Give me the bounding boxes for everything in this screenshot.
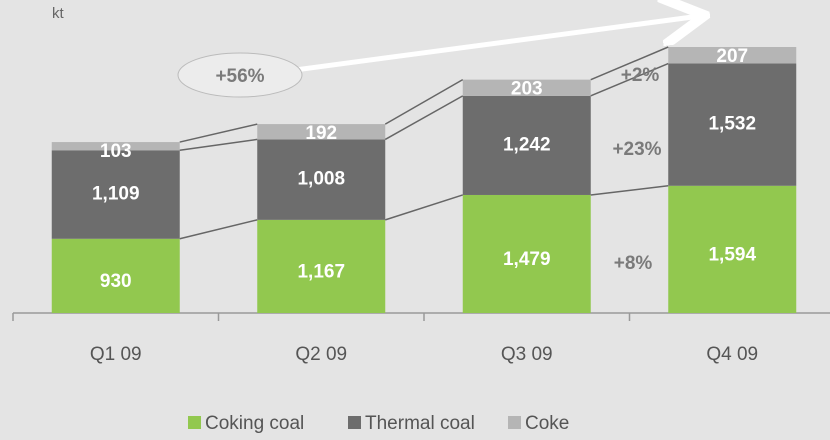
bar-segment: [257, 139, 386, 220]
value-label: 1,242: [503, 134, 551, 155]
value-label: 1,008: [297, 169, 345, 190]
connector-line: [179, 138, 258, 152]
bar-segment: [668, 185, 797, 313]
value-label: 930: [100, 271, 132, 292]
value-label: 207: [716, 46, 748, 67]
bar-segment: [257, 124, 386, 140]
value-label: 203: [511, 79, 543, 100]
annotation: +8%: [614, 253, 653, 274]
bar-segment: [668, 63, 797, 186]
connector-line: [384, 78, 464, 125]
connector-line: [590, 185, 669, 196]
legend-swatch: [188, 416, 201, 429]
connector-line: [590, 62, 669, 97]
bar-segment: [51, 238, 180, 313]
value-label: 192: [305, 123, 337, 144]
x-tick-label: Q4 09: [706, 344, 758, 365]
value-label: 1,167: [297, 261, 345, 282]
x-tick-label: Q1 09: [90, 344, 142, 365]
bar-segment: [257, 219, 386, 313]
legend-label: Coke: [525, 413, 569, 434]
value-label: 1,594: [708, 244, 756, 265]
connector-line: [179, 123, 258, 143]
value-label: 103: [100, 141, 132, 162]
connector-line: [385, 194, 463, 221]
value-label: 1,532: [708, 114, 756, 135]
connector-line: [179, 219, 258, 240]
connector-line: [384, 95, 464, 141]
connector-line: [590, 46, 669, 81]
legend-swatch: [508, 416, 521, 429]
y-unit-label: kt: [52, 5, 65, 22]
bar-segment: [462, 95, 591, 195]
x-tick-label: Q2 09: [295, 344, 347, 365]
bar-segment: [462, 194, 591, 313]
annotation: +2%: [621, 65, 660, 86]
annotation: +23%: [612, 139, 661, 160]
bar-segment: [51, 142, 180, 151]
legend-label: Coking coal: [205, 413, 304, 434]
bar-segment: [51, 150, 180, 239]
legend-swatch: [348, 416, 361, 429]
annotation: +56%: [215, 66, 264, 87]
value-label: 1,479: [503, 249, 551, 270]
value-label: 1,109: [92, 184, 140, 205]
growth-ellipse: [177, 52, 303, 98]
x-tick-label: Q3 09: [501, 344, 553, 365]
legend-label: Thermal coal: [365, 413, 475, 434]
bar-segment: [668, 47, 797, 64]
bar-segment: [462, 79, 591, 96]
